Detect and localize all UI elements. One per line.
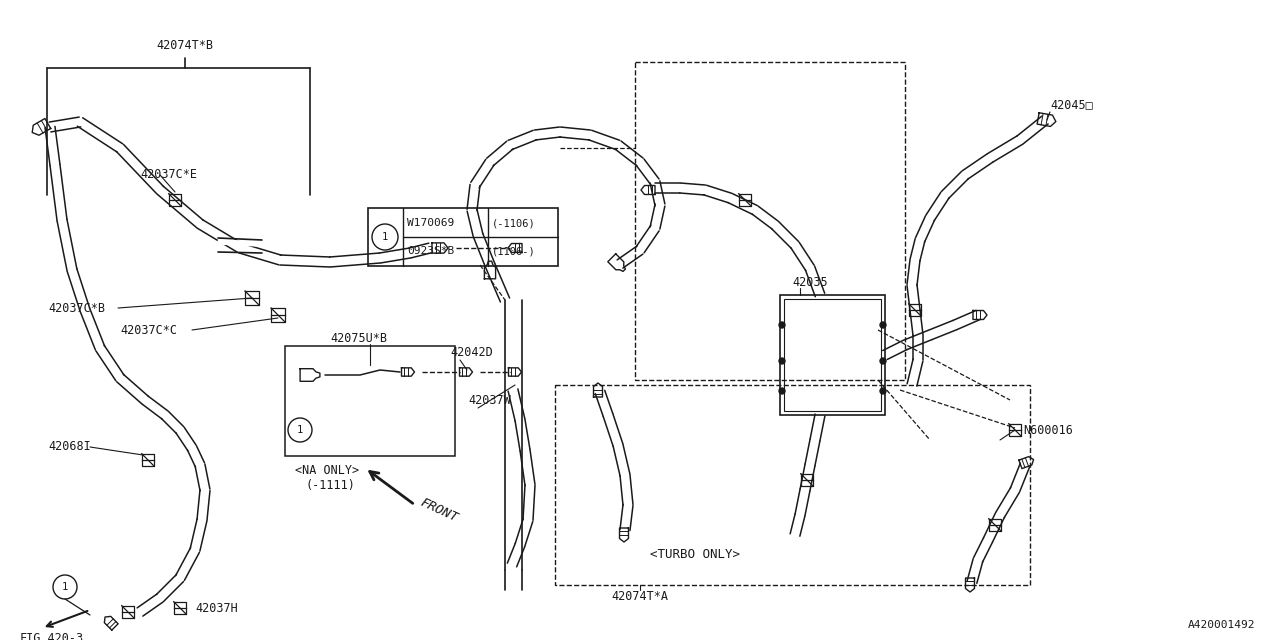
Text: (-1111): (-1111) xyxy=(305,479,355,492)
Text: 42037C*C: 42037C*C xyxy=(120,323,177,337)
Circle shape xyxy=(881,358,886,364)
Text: (-1106): (-1106) xyxy=(492,218,536,228)
Text: FRONT: FRONT xyxy=(419,495,460,524)
Text: 42075U*B: 42075U*B xyxy=(330,332,387,344)
Bar xyxy=(783,299,881,411)
Text: 0923S*B: 0923S*B xyxy=(407,246,454,257)
Text: N600016: N600016 xyxy=(1023,424,1073,436)
Text: 42037C*E: 42037C*E xyxy=(140,168,197,182)
Text: 1: 1 xyxy=(297,425,303,435)
Text: A420001492: A420001492 xyxy=(1188,620,1254,630)
Circle shape xyxy=(780,322,785,328)
Text: FIG.420-3: FIG.420-3 xyxy=(20,632,84,640)
Text: <TURBO ONLY>: <TURBO ONLY> xyxy=(650,548,740,561)
Text: <NA ONLY>: <NA ONLY> xyxy=(294,463,360,477)
Bar xyxy=(285,346,454,456)
Circle shape xyxy=(780,358,785,364)
Text: 42035: 42035 xyxy=(792,275,828,289)
Text: (1106-): (1106-) xyxy=(492,246,536,257)
Bar xyxy=(369,208,558,266)
Text: 42045□: 42045□ xyxy=(1050,99,1093,111)
Text: 42074T*A: 42074T*A xyxy=(612,589,668,602)
Text: 1: 1 xyxy=(61,582,68,592)
Bar xyxy=(556,385,1030,585)
Text: W170069: W170069 xyxy=(407,218,454,228)
Bar xyxy=(635,62,905,380)
Circle shape xyxy=(881,322,886,328)
Text: 42068I: 42068I xyxy=(49,440,91,454)
Text: 1: 1 xyxy=(381,232,388,242)
Text: 42037C*B: 42037C*B xyxy=(49,301,105,314)
Circle shape xyxy=(881,388,886,394)
Bar xyxy=(780,295,884,415)
Text: 42037H: 42037H xyxy=(195,602,238,614)
Text: 42042D: 42042D xyxy=(451,346,493,358)
Text: 42037W: 42037W xyxy=(468,394,511,406)
Text: 42074T*B: 42074T*B xyxy=(156,39,214,52)
Circle shape xyxy=(780,388,785,394)
